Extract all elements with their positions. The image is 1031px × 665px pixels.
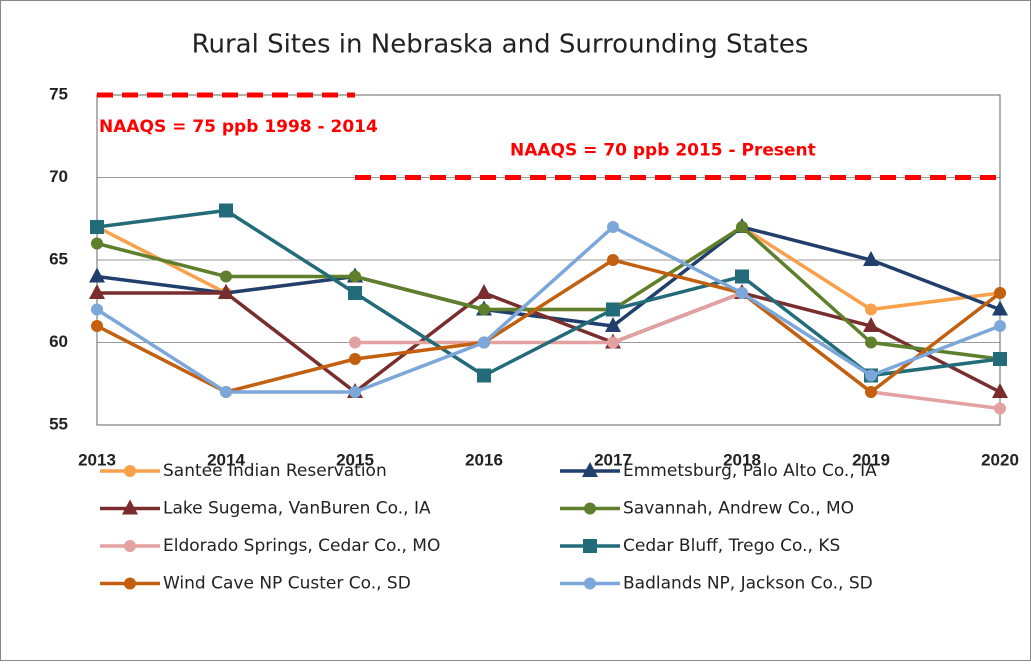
chart-title: Rural Sites in Nebraska and Surrounding … bbox=[192, 30, 809, 60]
x-tick-label: 2016 bbox=[465, 450, 503, 469]
x-tick-label: 2019 bbox=[852, 450, 890, 469]
legend-label: Lake Sugema, VanBuren Co., IA bbox=[163, 499, 431, 519]
marker bbox=[220, 386, 232, 398]
series-line bbox=[97, 291, 1001, 395]
legend-marker bbox=[584, 577, 596, 590]
marker bbox=[994, 320, 1006, 332]
series bbox=[91, 221, 1006, 398]
legend-label: Badlands NP, Jackson Co., SD bbox=[623, 574, 873, 594]
marker bbox=[476, 284, 492, 299]
legend-label: Savannah, Andrew Co., MO bbox=[623, 499, 854, 519]
marker bbox=[219, 203, 233, 218]
marker bbox=[605, 317, 621, 332]
x-tick-label: 2017 bbox=[594, 450, 632, 469]
marker bbox=[478, 336, 490, 349]
legend-marker bbox=[124, 540, 136, 552]
marker bbox=[349, 353, 361, 365]
x-tick-label: 2015 bbox=[336, 450, 374, 469]
legend-item: Lake Sugema, VanBuren Co., IA bbox=[100, 499, 431, 519]
marker bbox=[477, 368, 491, 383]
x-tick-label: 2014 bbox=[207, 450, 245, 469]
annotation: NAAQS = 70 ppb 2015 - Present bbox=[510, 141, 816, 161]
marker bbox=[992, 383, 1008, 398]
marker bbox=[863, 251, 879, 266]
marker bbox=[865, 369, 877, 382]
marker bbox=[735, 269, 749, 284]
legend-marker bbox=[124, 465, 136, 477]
y-tick-label: 65 bbox=[49, 249, 68, 268]
series-line bbox=[96, 224, 1001, 394]
marker bbox=[994, 402, 1006, 415]
series-line bbox=[96, 258, 1002, 395]
legend-item: Eldorado Springs, Cedar Co., MO bbox=[100, 536, 440, 556]
y-tick-label: 75 bbox=[49, 84, 68, 103]
legend-marker bbox=[582, 462, 598, 477]
annotation: NAAQS = 75 ppb 1998 - 2014 bbox=[99, 117, 378, 137]
marker bbox=[994, 287, 1006, 299]
marker bbox=[89, 284, 105, 299]
series-line bbox=[96, 208, 1001, 378]
legend-label: Santee Indian Reservation bbox=[163, 461, 387, 481]
marker bbox=[736, 221, 748, 233]
marker bbox=[736, 287, 748, 299]
legend-marker bbox=[584, 502, 596, 515]
plot-border bbox=[96, 94, 1001, 426]
marker bbox=[220, 270, 232, 283]
marker bbox=[863, 317, 879, 332]
marker bbox=[218, 284, 234, 299]
y-tick-label: 60 bbox=[49, 332, 68, 351]
marker bbox=[865, 303, 877, 316]
marker bbox=[91, 303, 103, 316]
marker bbox=[865, 386, 877, 398]
legend-item: Badlands NP, Jackson Co., SD bbox=[560, 574, 873, 594]
legend-item: Emmetsburg, Palo Alto Co., IA bbox=[560, 461, 877, 481]
legend-item: Cedar Bluff, Trego Co., KS bbox=[560, 536, 840, 556]
legend-marker bbox=[122, 499, 138, 515]
marker bbox=[993, 352, 1007, 366]
x-tick-label: 2018 bbox=[723, 450, 761, 469]
legend-label: Wind Cave NP Custer Co., SD bbox=[163, 574, 411, 594]
y-tick-label: 55 bbox=[49, 414, 68, 433]
marker bbox=[91, 237, 103, 250]
marker bbox=[607, 254, 619, 266]
legend-item: Santee Indian Reservation bbox=[100, 461, 387, 481]
marker bbox=[607, 221, 619, 233]
marker bbox=[606, 302, 620, 317]
series-line bbox=[96, 224, 1001, 361]
legend-marker bbox=[583, 539, 597, 553]
marker bbox=[992, 300, 1008, 316]
legend-label: Cedar Bluff, Trego Co., KS bbox=[623, 536, 840, 556]
marker bbox=[91, 320, 103, 332]
legend-label: Emmetsburg, Palo Alto Co., IA bbox=[623, 461, 877, 481]
legend-item: Wind Cave NP Custer Co., SD bbox=[100, 574, 411, 594]
legend-item: Savannah, Andrew Co., MO bbox=[560, 499, 854, 519]
legend-label: Eldorado Springs, Cedar Co., MO bbox=[163, 536, 440, 556]
legend-marker bbox=[124, 577, 136, 590]
marker bbox=[478, 303, 490, 316]
series-line bbox=[355, 291, 1001, 411]
marker bbox=[90, 220, 104, 234]
marker bbox=[348, 286, 362, 300]
marker bbox=[349, 270, 361, 283]
x-tick-label: 2020 bbox=[981, 450, 1019, 469]
marker bbox=[349, 386, 361, 398]
marker bbox=[89, 267, 105, 283]
marker bbox=[607, 336, 619, 349]
marker bbox=[349, 336, 361, 349]
marker bbox=[865, 336, 877, 349]
y-tick-label: 70 bbox=[49, 167, 68, 186]
x-tick-label: 2013 bbox=[78, 450, 116, 469]
